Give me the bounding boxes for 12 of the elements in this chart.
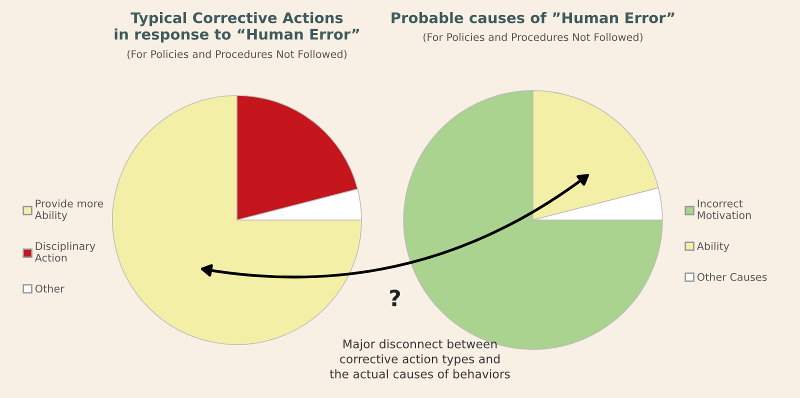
chart-subtitle: (For Policies and Procedures Not Followed): [128, 50, 346, 60]
legend-label: Other Causes: [697, 272, 767, 281]
text: ?: [390, 290, 400, 306]
legend-label: Ability: [696, 242, 730, 252]
legend-label: Disciplinary Action: [34, 242, 96, 262]
chart-title: Probable causes of ”Human Error”: [392, 12, 674, 24]
legend-label: Other: [35, 284, 64, 293]
text: Major disconnect between corrective action types and the actual causes of behaviors: [330, 339, 510, 378]
chart-subtitle: (For Policies and Procedures Not Followed): [424, 33, 642, 42]
legend-label: Incorrect Motivation: [698, 200, 751, 220]
chart-title: Typical Corrective Actions in response to “Human Error”: [114, 12, 359, 43]
legend-label: Provide more Ability: [34, 199, 104, 222]
